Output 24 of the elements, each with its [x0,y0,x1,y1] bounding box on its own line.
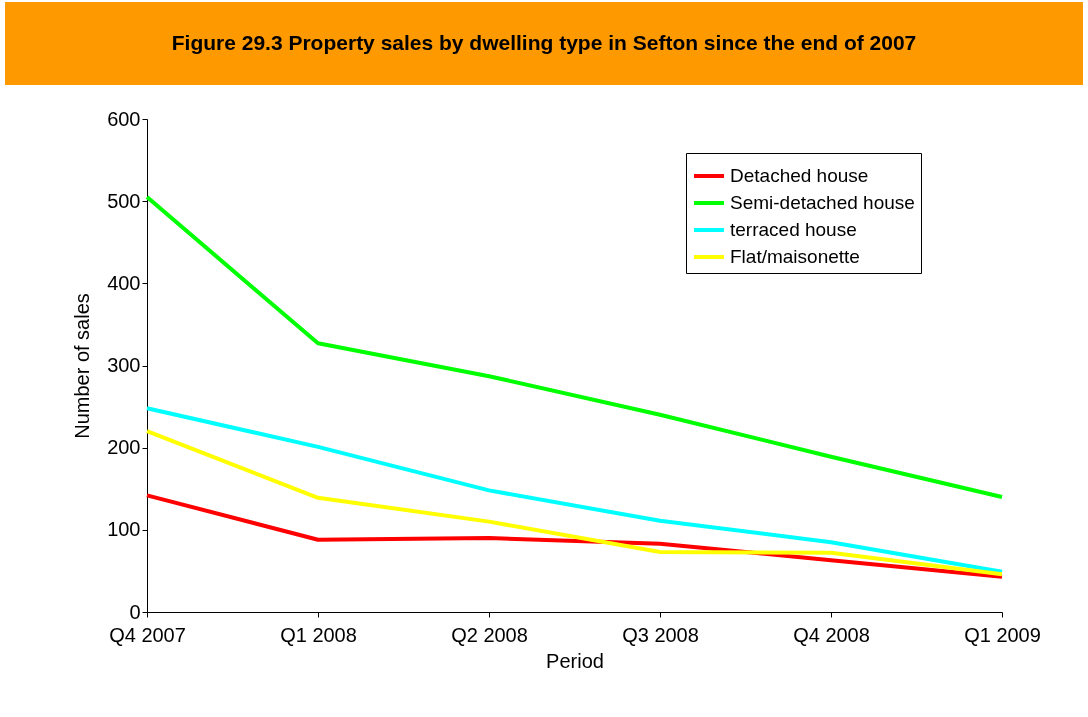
y-tick-label: 500 [107,189,141,212]
x-tick-label: Q1 2009 [964,623,1041,646]
x-axis-title: Period [546,649,604,672]
legend-label: Semi-detached house [730,192,915,213]
chart-title: Figure 29.3 Property sales by dwelling type in Sefton since the end of 2007 [171,31,917,54]
y-tick-label: 400 [107,271,141,294]
line-series [145,406,1004,574]
y-tick-label: 100 [107,518,141,541]
x-tick-label: Q4 2007 [109,623,186,646]
y-tick-label: 200 [107,436,141,459]
y-tick-label: 600 [107,107,141,130]
x-tick-label: Q1 2008 [280,623,357,646]
x-tick-label: Q2 2008 [451,623,528,646]
line-series [145,429,1004,577]
legend-label: Detached house [730,165,869,186]
y-tick-label: 300 [107,354,141,376]
line-series [145,493,1004,579]
x-tick-label: Q4 2008 [793,623,870,646]
legend-label: terraced house [730,219,857,240]
line-series [145,195,1004,499]
y-tick-label: 0 [129,600,141,623]
legend-label: Flat/maisonette [730,246,860,267]
x-tick-label: Q3 2008 [622,623,699,646]
y-axis-title: Number of sales [71,293,94,439]
